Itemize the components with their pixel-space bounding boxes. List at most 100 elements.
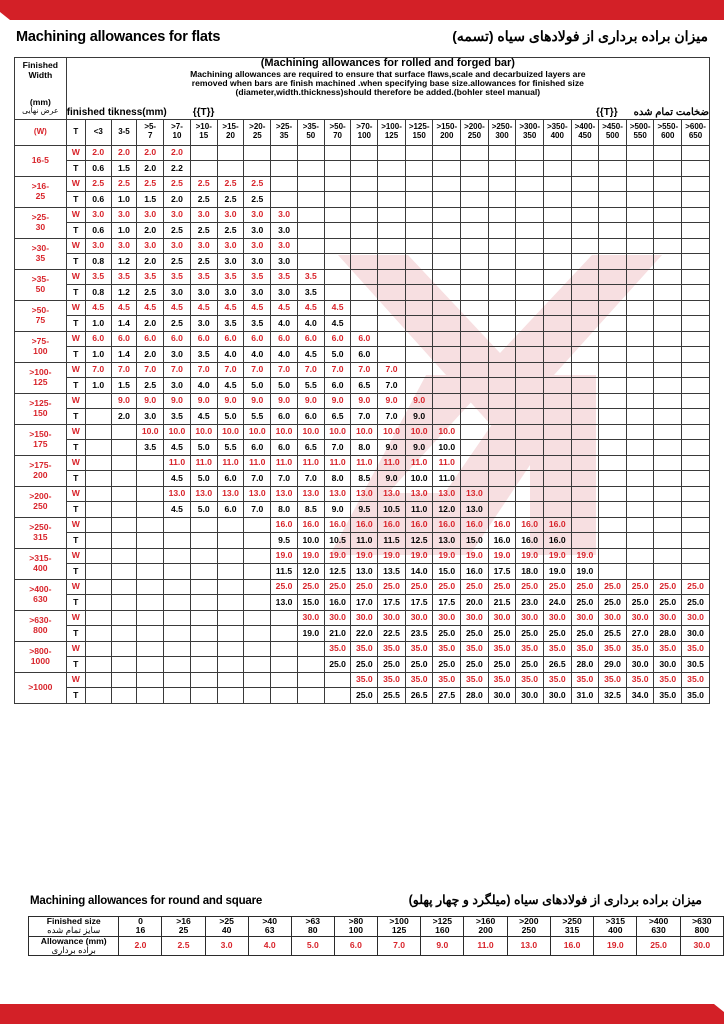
cell-t-r9-c4: 3.5 — [163, 408, 191, 425]
cell-w-r2-c8 — [270, 175, 298, 192]
cell-t-r17-c13: 25.0 — [404, 656, 434, 673]
cell-w-r8-c1: 7.0 — [84, 361, 112, 378]
cell-w-r2-c20 — [598, 175, 627, 192]
cell-t-r7-c22 — [653, 346, 683, 363]
cell-t-r11-c16 — [487, 470, 517, 487]
cell-w-r8-c23 — [681, 361, 710, 378]
cell-w-r9-c16 — [487, 392, 517, 409]
cell-t-r17-c7 — [243, 656, 272, 673]
cell-w-r15-c9: 25.0 — [296, 578, 325, 595]
cell-w-r3-c9 — [296, 206, 325, 223]
cell-t-r18-c6 — [216, 687, 245, 704]
cell-w-r6-c20 — [598, 299, 627, 316]
cell-w-r9-c14 — [432, 392, 462, 409]
cell-w-r4-c14 — [432, 237, 462, 254]
cell-t-r3-c18 — [542, 222, 572, 239]
cell-w-r10-c20 — [598, 423, 627, 440]
cell-t-r2-c10 — [323, 191, 352, 208]
cell-w-r6-c6: 4.5 — [216, 299, 245, 316]
table-row: >50- 75 W 4.5 4.5 4.5 4.5 4.5 4.5 4.5 4.5 4.5 4.5 — [14, 299, 710, 332]
cell-t-r17-c8 — [270, 656, 298, 673]
cell-t-r13-c6 — [216, 532, 245, 549]
cell-w-r1-c20 — [598, 144, 627, 161]
cell-w-r8-c18 — [542, 361, 572, 378]
cell-t-r4-c12 — [377, 253, 406, 270]
cell-w-r13-c17: 16.0 — [515, 516, 544, 533]
cell-w-r18-c22: 35.0 — [653, 671, 683, 688]
cell-t-r9-c18 — [542, 408, 572, 425]
cell-t-r12-c12: 10.5 — [377, 501, 406, 518]
cell-t-r6-c7: 3.5 — [243, 315, 272, 332]
cell-t-r15-c2 — [110, 594, 138, 611]
cell-w-r13-c11: 16.0 — [350, 516, 379, 533]
cell-w-r12-c16 — [487, 485, 517, 502]
cell-w-r11-c2 — [110, 454, 138, 471]
cell-t-r5-c21 — [625, 284, 655, 301]
cell-t-r13-c5 — [189, 532, 218, 549]
cell-w-r17-c13: 35.0 — [404, 640, 434, 657]
row-symbol-t: T — [65, 315, 86, 332]
cell-t-r16-c15: 25.0 — [460, 625, 489, 642]
round-allowance-label-fa: براده برداری — [51, 944, 96, 955]
row-symbol-w: W — [65, 609, 86, 626]
cell-w-r9-c11: 9.0 — [350, 392, 379, 409]
cell-t-r13-c16: 16.0 — [487, 532, 517, 549]
cell-w-r18-c14: 35.0 — [432, 671, 462, 688]
cell-w-r11-c12: 11.0 — [377, 454, 406, 471]
thickness-symbol-left: {{T}} — [192, 106, 215, 118]
cell-w-r16-c16: 30.0 — [487, 609, 517, 626]
cell-t-r3-c21 — [625, 222, 655, 239]
finished-width-line2: Width — [28, 69, 53, 80]
cell-w-r12-c5: 13.0 — [189, 485, 218, 502]
cell-t-r1-c21 — [625, 160, 655, 177]
cell-w-r15-c6 — [216, 578, 245, 595]
column-header-14: >150- 200 — [432, 118, 462, 146]
cell-w-r12-c14: 13.0 — [432, 485, 462, 502]
cell-t-r16-c17: 25.0 — [515, 625, 544, 642]
cell-t-r9-c20 — [598, 408, 627, 425]
cell-t-r13-c3 — [136, 532, 165, 549]
row-label-17: >800- 1000 — [14, 640, 67, 673]
cell-t-r15-c4 — [163, 594, 191, 611]
cell-t-r7-c10: 5.0 — [323, 346, 352, 363]
column-header-15: >200- 250 — [460, 118, 489, 146]
table-row: T 0.6 1.5 2.0 2.2 — [15, 160, 710, 177]
table-row: T 1.0 1.4 2.0 3.0 3.5 4.0 4.0 4.0 4.5 5.0 6.0 — [15, 346, 710, 363]
cell-t-r10-c7: 6.0 — [243, 439, 272, 456]
cell-w-r11-c15 — [460, 454, 489, 471]
round-allowance-value-1: 2.0 — [118, 935, 163, 957]
row-symbol-t: T — [65, 470, 86, 487]
cell-t-r2-c8 — [270, 191, 298, 208]
cell-w-r7-c13 — [404, 330, 434, 347]
cell-t-r5-c1: 0.8 — [84, 284, 112, 301]
cell-w-r9-c10: 9.0 — [323, 392, 352, 409]
cell-w-r15-c11: 25.0 — [350, 578, 379, 595]
cell-w-r1-c4: 2.0 — [163, 144, 191, 161]
cell-t-r8-c17 — [515, 377, 544, 394]
row-symbol-w: W — [65, 516, 86, 533]
cell-t-r11-c1 — [84, 470, 112, 487]
cell-t-r16-c22: 28.0 — [653, 625, 683, 642]
finished-width-line1: Finished — [22, 60, 59, 71]
table-row: T 0.8 1.2 2.0 2.5 2.5 3.0 3.0 3.0 — [15, 253, 710, 270]
cell-t-r2-c11 — [350, 191, 379, 208]
cell-t-r1-c16 — [487, 160, 517, 177]
cell-w-r18-c16: 35.0 — [487, 671, 517, 688]
cell-w-r16-c23: 30.0 — [681, 609, 710, 626]
cell-w-r6-c13 — [404, 299, 434, 316]
cell-t-r1-c13 — [404, 160, 434, 177]
cell-w-r12-c18 — [542, 485, 572, 502]
cell-w-r13-c1 — [84, 516, 112, 533]
cell-t-r1-c14 — [432, 160, 462, 177]
cell-w-r13-c15: 16.0 — [460, 516, 489, 533]
cell-t-r15-c22: 25.0 — [653, 594, 683, 611]
cell-t-r4-c4: 2.5 — [163, 253, 191, 270]
cell-w-r9-c18 — [542, 392, 572, 409]
cell-w-r5-c23 — [681, 268, 710, 285]
cell-t-r3-c3: 2.0 — [136, 222, 165, 239]
cell-w-r7-c9: 6.0 — [296, 330, 325, 347]
column-header-17: >300- 350 — [515, 118, 544, 146]
cell-t-r5-c20 — [598, 284, 627, 301]
cell-w-r6-c12 — [377, 299, 406, 316]
cell-t-r14-c18: 19.0 — [542, 563, 572, 580]
